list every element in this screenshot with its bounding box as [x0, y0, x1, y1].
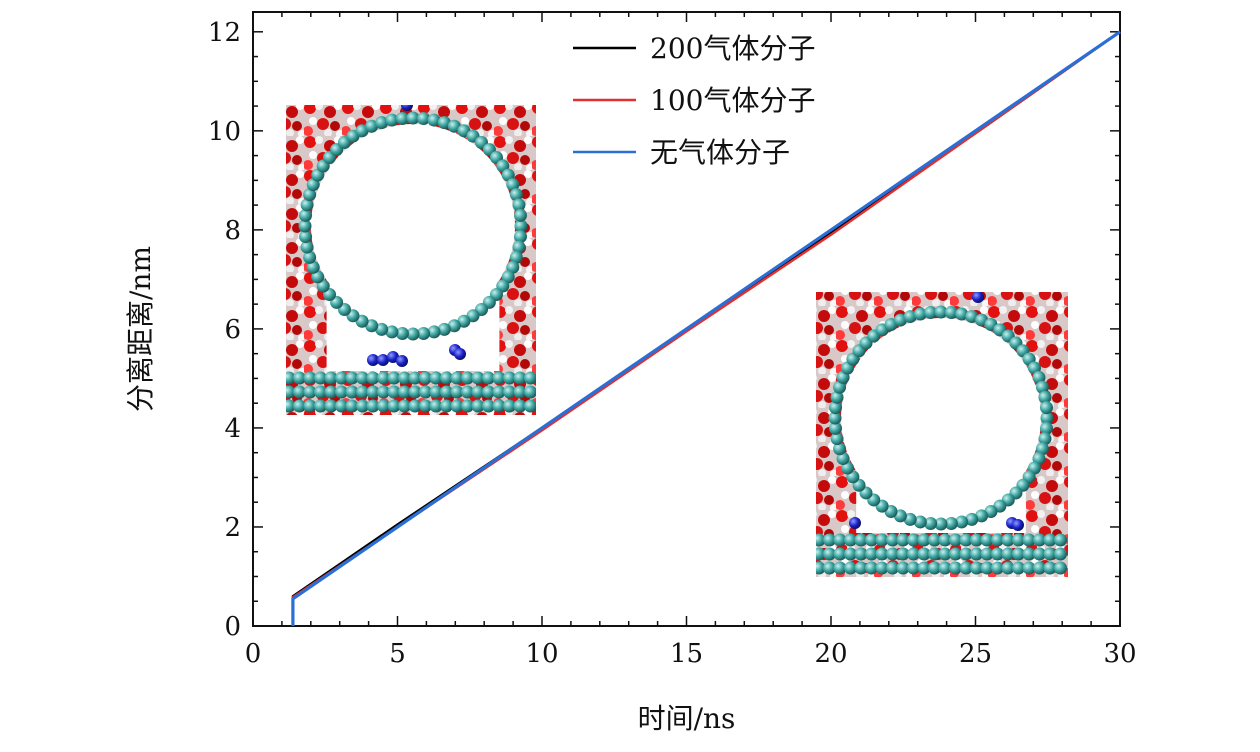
inset-with-gas: [286, 105, 536, 415]
y-tick-label: 8: [224, 216, 241, 246]
series-lines: [291, 30, 1121, 626]
axis-labels: 时间/ns 分离距离/nm: [124, 246, 735, 735]
y-tick-label: 0: [224, 612, 241, 642]
y-tick-label: 4: [224, 414, 241, 444]
y-tick-label: 6: [224, 315, 241, 345]
x-tick-label: 20: [814, 639, 847, 669]
x-tick-label: 5: [389, 639, 406, 669]
x-tick-label: 10: [525, 639, 558, 669]
axes: 0 5 10 15 20 25 30 0 2 4 6 8 10 12: [208, 11, 1137, 669]
legend-label-3: 无气体分子: [650, 136, 790, 169]
x-tick-label: 0: [245, 639, 262, 669]
legend-label-1: 200气体分子: [650, 32, 815, 65]
y-tick-label: 10: [208, 117, 241, 147]
inset-images: [286, 105, 1068, 577]
y-axis-title: 分离距离/nm: [124, 246, 157, 412]
y-tick-label: 2: [224, 513, 241, 543]
x-tick-label: 25: [959, 639, 992, 669]
series-line-3: [291, 30, 1121, 626]
y-tick-label: 12: [208, 18, 241, 48]
x-axis-title: 时间/ns: [638, 702, 736, 735]
x-tick-label: 30: [1103, 639, 1136, 669]
x-tick-label: 15: [670, 639, 703, 669]
legend-label-2: 100气体分子: [650, 84, 815, 117]
inset-no-gas: [816, 292, 1068, 577]
